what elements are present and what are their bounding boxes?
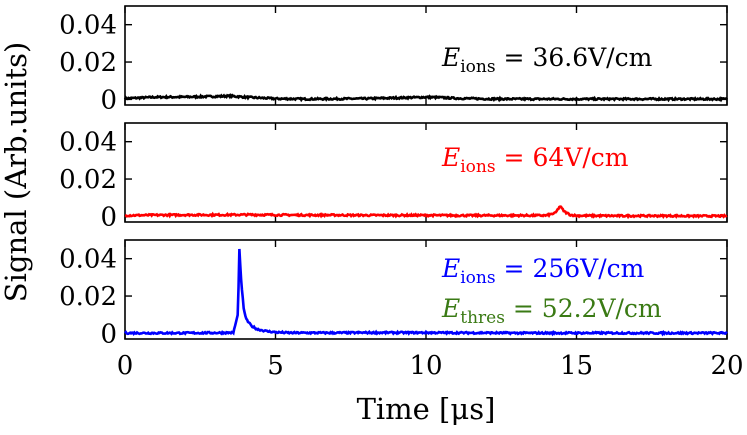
- annotation-e-ions-64: Eions = 64V/cm: [441, 143, 629, 177]
- y-tick-label: 0.02: [59, 165, 117, 195]
- annotation-e-thres: Ethres = 52.2V/cm: [441, 294, 662, 328]
- y-tick-label: 0.04: [59, 128, 117, 158]
- x-axis-title: Time [μs]: [357, 392, 496, 426]
- x-tick-label: 0: [117, 351, 134, 381]
- y-tick-label: 0.02: [59, 282, 117, 312]
- y-axis-title: Signal (Arb.units): [0, 42, 33, 303]
- y-tick-label: 0.04: [59, 11, 117, 41]
- series-line-ions-64: [124, 205, 728, 220]
- panel-middle: 0 0.02 0.04 Eions = 64V/cm: [59, 122, 728, 232]
- annotation-e-ions-256: Eions = 256V/cm: [441, 254, 645, 288]
- y-tick-label: 0: [100, 85, 117, 115]
- y-tick-label: 0.02: [59, 48, 117, 78]
- x-tick-label: 15: [560, 351, 593, 381]
- panel-top: 0 0.02 0.04 Eions = 36.6V/cm: [59, 5, 728, 115]
- y-tick-label: 0: [100, 319, 117, 349]
- series-line-ions-36-6: [123, 92, 728, 103]
- y-tick-label: 0: [100, 202, 117, 232]
- x-tick-label: 20: [710, 351, 743, 381]
- series-line-ions-256: [123, 248, 728, 337]
- x-tick-label: 10: [409, 351, 442, 381]
- y-tick-label: 0.04: [59, 245, 117, 275]
- annotation-e-ions-36-6: Eions = 36.6V/cm: [441, 43, 653, 77]
- x-tick-label: 5: [267, 351, 284, 381]
- panel-bottom: 0 0.02 0.04 0 5 10 15 20 Eions = 256V/cm Ethres…: [59, 239, 744, 381]
- panel-middle-frame: [124, 122, 728, 223]
